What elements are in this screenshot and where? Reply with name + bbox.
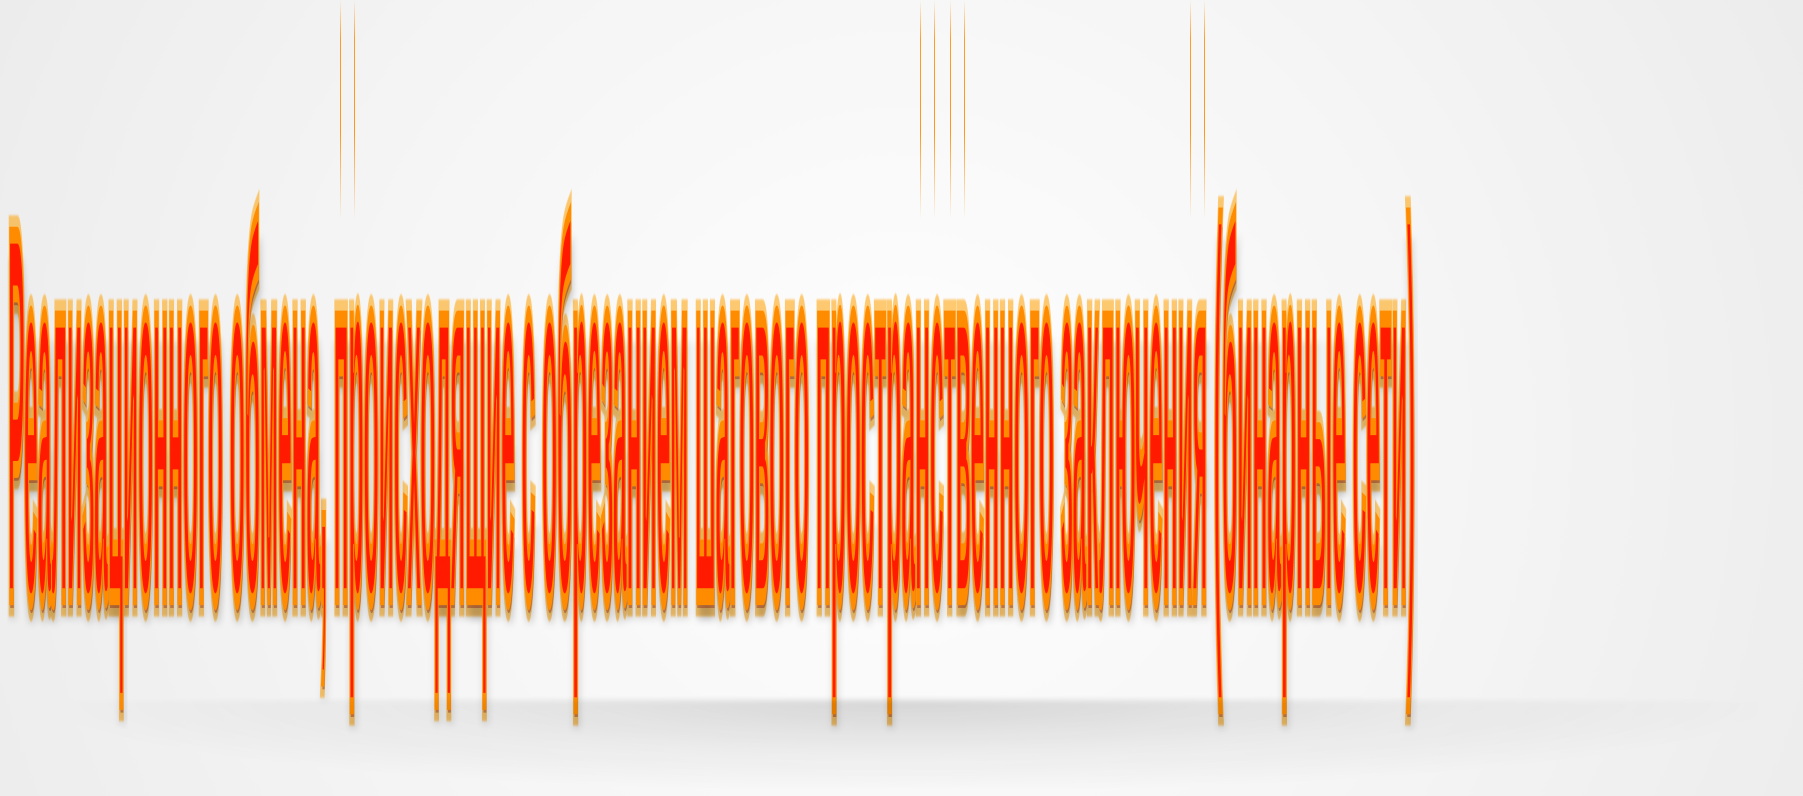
decorative-streak [354,0,355,220]
decorative-streak [1190,0,1191,220]
decorative-streak [934,0,935,220]
wordart-text: Реализационного обмена, происходящие с о… [8,122,1416,710]
decorative-streak [340,0,341,220]
wordart-text-container: Реализационного обмена, происходящие с о… [7,122,1793,746]
decorative-streak [964,0,965,220]
wordart-reflection [60,700,1760,790]
decorative-streak [920,0,921,220]
decorative-streak [1204,0,1205,220]
decorative-streak [950,0,951,220]
wordart-text-outline-layer: Реализационного обмена, происходящие с о… [7,122,1416,710]
